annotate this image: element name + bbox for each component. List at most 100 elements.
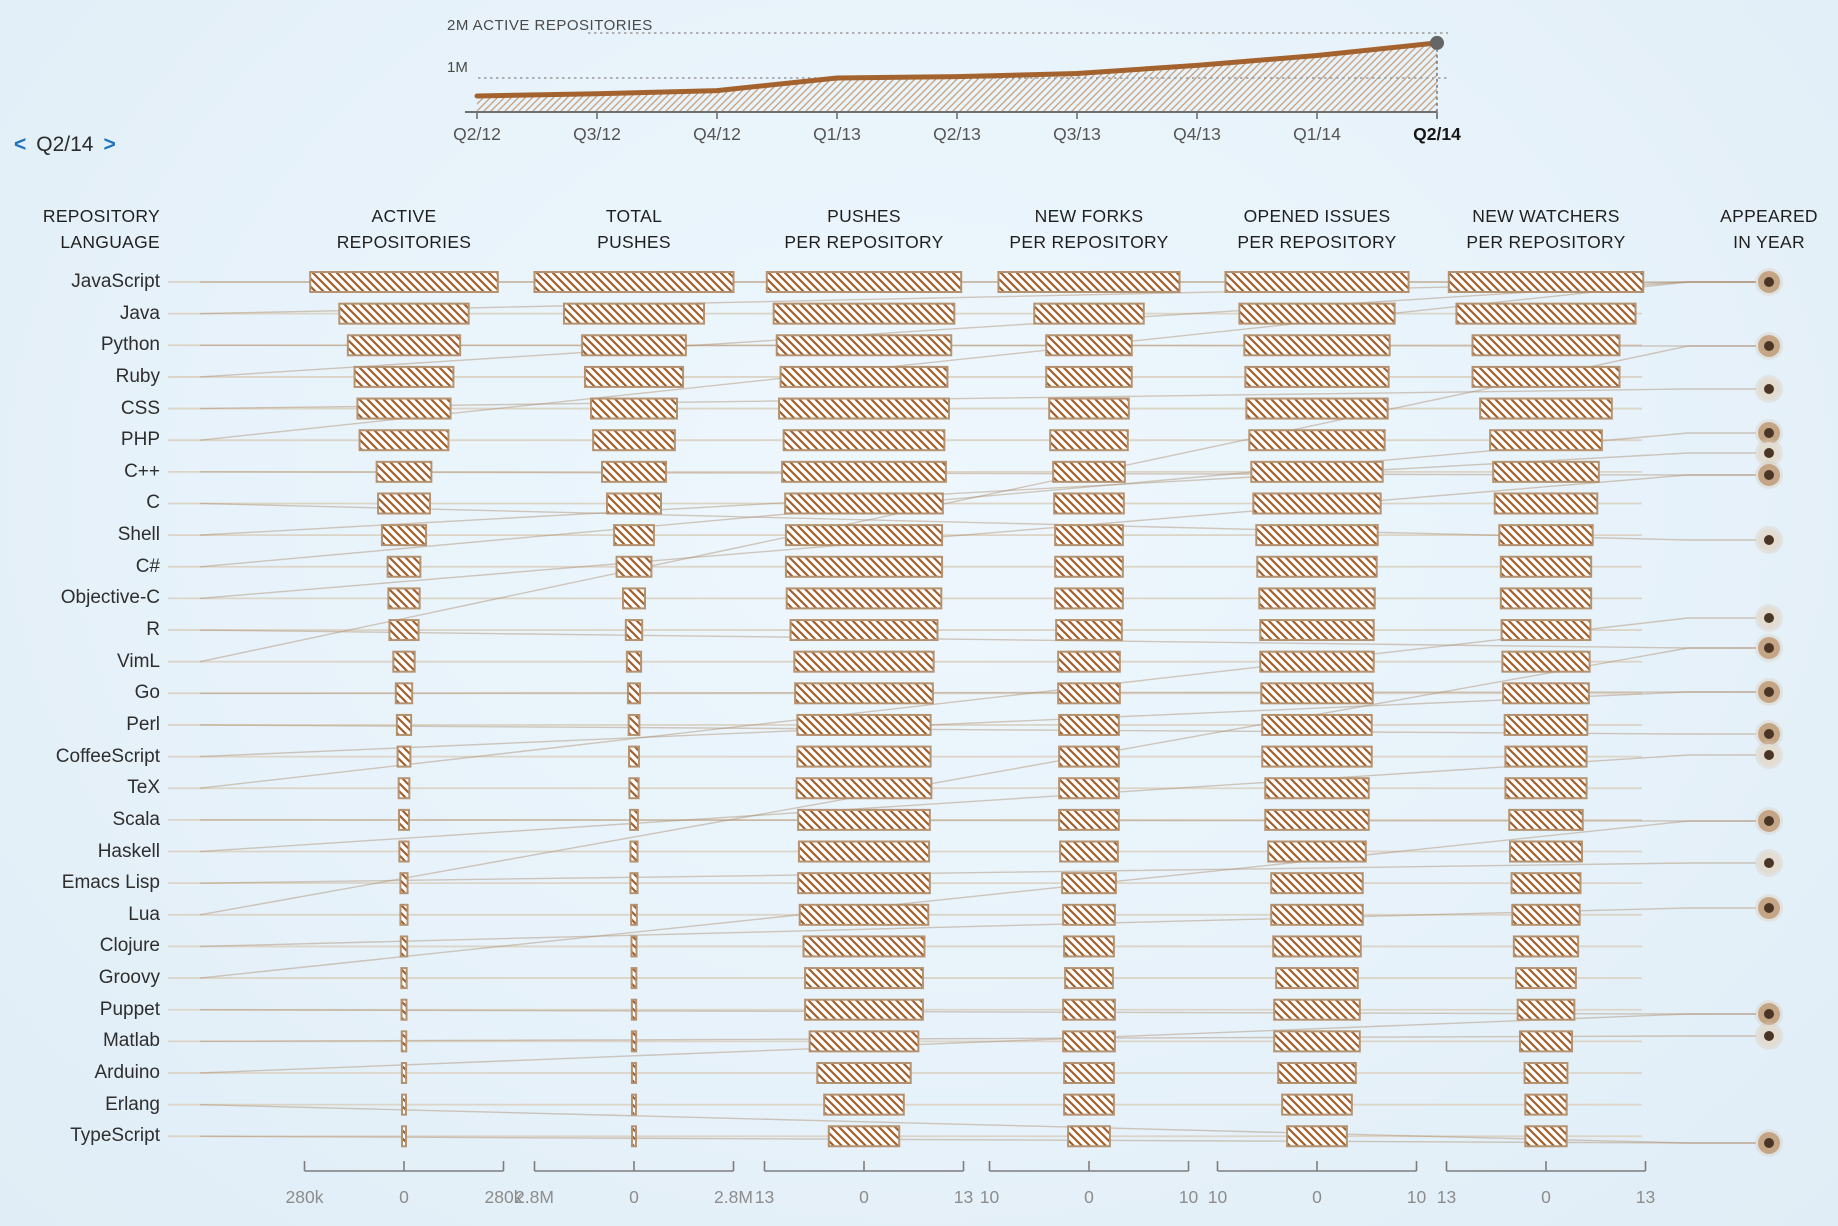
bar-total_pushes[interactable]: [630, 903, 638, 926]
bar-total_pushes[interactable]: [625, 650, 643, 673]
year-dot[interactable]: [1764, 428, 1774, 438]
bar-new_forks_per_repository[interactable]: [1052, 460, 1126, 483]
bar-active_repositories[interactable]: [394, 682, 414, 705]
bar-pushes_per_repository[interactable]: [781, 460, 947, 483]
bar-total_pushes[interactable]: [592, 429, 676, 452]
bar-opened_issues_per_repository[interactable]: [1272, 935, 1362, 958]
bar-new_watchers_per_repository[interactable]: [1510, 872, 1582, 895]
bar-opened_issues_per_repository[interactable]: [1260, 682, 1374, 705]
bar-pushes_per_repository[interactable]: [784, 492, 944, 515]
bar-active_repositories[interactable]: [386, 555, 422, 578]
bar-new_forks_per_repository[interactable]: [1067, 1125, 1111, 1148]
language-label[interactable]: Haskell: [97, 840, 160, 862]
bar-total_pushes[interactable]: [630, 1030, 638, 1053]
year-dot[interactable]: [1764, 903, 1774, 913]
bar-pushes_per_repository[interactable]: [804, 998, 924, 1021]
bar-new_watchers_per_repository[interactable]: [1479, 397, 1613, 420]
language-label[interactable]: Arduino: [94, 1062, 161, 1083]
language-label[interactable]: Emacs Lisp: [61, 872, 160, 894]
language-label[interactable]: Objective-C: [60, 587, 160, 609]
bar-total_pushes[interactable]: [630, 967, 638, 990]
language-label[interactable]: C#: [135, 555, 160, 577]
bar-total_pushes[interactable]: [615, 555, 653, 578]
language-label[interactable]: CSS: [120, 397, 160, 419]
bar-new_forks_per_repository[interactable]: [1062, 903, 1116, 926]
bar-new_watchers_per_repository[interactable]: [1471, 365, 1621, 388]
bar-opened_issues_per_repository[interactable]: [1267, 840, 1367, 863]
language-label[interactable]: C++: [124, 460, 160, 482]
bar-active_repositories[interactable]: [400, 967, 408, 990]
bar-new_watchers_per_repository[interactable]: [1504, 777, 1588, 800]
bar-pushes_per_repository[interactable]: [765, 271, 963, 293]
language-label[interactable]: C: [146, 492, 160, 514]
language-label[interactable]: Lua: [128, 903, 160, 925]
bar-opened_issues_per_repository[interactable]: [1264, 808, 1370, 831]
bar-new_watchers_per_repository[interactable]: [1524, 1093, 1568, 1116]
bar-new_forks_per_repository[interactable]: [1049, 429, 1129, 452]
bar-total_pushes[interactable]: [624, 619, 644, 642]
bar-opened_issues_per_repository[interactable]: [1281, 1093, 1353, 1116]
bar-new_watchers_per_repository[interactable]: [1499, 555, 1593, 578]
bar-active_repositories[interactable]: [377, 492, 431, 515]
language-label[interactable]: R: [146, 619, 160, 641]
bar-pushes_per_repository[interactable]: [795, 777, 933, 800]
bar-active_repositories[interactable]: [401, 1125, 407, 1148]
bar-active_repositories[interactable]: [387, 587, 421, 610]
bar-active_repositories[interactable]: [398, 840, 410, 863]
bar-opened_issues_per_repository[interactable]: [1286, 1125, 1348, 1148]
bar-total_pushes[interactable]: [629, 808, 639, 831]
bar-pushes_per_repository[interactable]: [782, 429, 946, 452]
bar-opened_issues_per_repository[interactable]: [1256, 555, 1378, 578]
bar-new_forks_per_repository[interactable]: [1053, 492, 1125, 515]
bar-new_watchers_per_repository[interactable]: [1447, 271, 1645, 293]
bar-new_watchers_per_repository[interactable]: [1515, 967, 1577, 990]
bar-pushes_per_repository[interactable]: [797, 808, 931, 831]
year-dot[interactable]: [1764, 341, 1774, 351]
year-dot[interactable]: [1764, 1009, 1774, 1019]
bar-new_forks_per_repository[interactable]: [1057, 650, 1121, 673]
year-dot[interactable]: [1764, 816, 1774, 826]
bar-opened_issues_per_repository[interactable]: [1252, 492, 1382, 515]
bar-active_repositories[interactable]: [375, 460, 433, 483]
prev-quarter-button[interactable]: <: [14, 133, 27, 156]
bar-opened_issues_per_repository[interactable]: [1261, 745, 1373, 768]
bar-new_forks_per_repository[interactable]: [1061, 872, 1117, 895]
language-label[interactable]: TeX: [127, 777, 160, 799]
bar-new_watchers_per_repository[interactable]: [1504, 745, 1588, 768]
language-label[interactable]: CoffeeScript: [55, 745, 160, 767]
bar-new_watchers_per_repository[interactable]: [1518, 1030, 1574, 1053]
language-label[interactable]: JavaScript: [71, 271, 160, 292]
bar-pushes_per_repository[interactable]: [798, 903, 930, 926]
bar-active_repositories[interactable]: [395, 713, 413, 736]
bar-opened_issues_per_repository[interactable]: [1250, 460, 1384, 483]
bar-total_pushes[interactable]: [629, 840, 639, 863]
bar-total_pushes[interactable]: [583, 365, 685, 388]
bar-total_pushes[interactable]: [621, 587, 647, 610]
language-label[interactable]: Python: [100, 334, 160, 356]
bar-new_forks_per_repository[interactable]: [1033, 302, 1145, 325]
bar-new_forks_per_repository[interactable]: [1058, 808, 1120, 831]
bar-new_forks_per_repository[interactable]: [1057, 682, 1121, 705]
bar-new_forks_per_repository[interactable]: [1054, 555, 1124, 578]
bar-pushes_per_repository[interactable]: [808, 1030, 920, 1053]
bar-total_pushes[interactable]: [629, 872, 639, 895]
bar-total_pushes[interactable]: [613, 524, 655, 547]
language-label[interactable]: Erlang: [105, 1093, 160, 1115]
bar-total_pushes[interactable]: [626, 682, 642, 705]
bar-active_repositories[interactable]: [356, 397, 452, 420]
bar-opened_issues_per_repository[interactable]: [1273, 1030, 1361, 1053]
bar-new_watchers_per_repository[interactable]: [1493, 492, 1599, 515]
bar-pushes_per_repository[interactable]: [784, 555, 944, 578]
bar-new_watchers_per_repository[interactable]: [1523, 1062, 1569, 1084]
language-label[interactable]: VimL: [117, 650, 160, 672]
bar-total_pushes[interactable]: [627, 713, 641, 736]
timeline-endpoint-dot[interactable]: [1430, 35, 1444, 50]
bar-new_forks_per_repository[interactable]: [1054, 524, 1124, 547]
bar-opened_issues_per_repository[interactable]: [1248, 429, 1386, 452]
bar-new_watchers_per_repository[interactable]: [1501, 650, 1591, 673]
year-dot[interactable]: [1764, 448, 1774, 458]
language-label[interactable]: Go: [134, 682, 160, 704]
language-label[interactable]: Java: [119, 302, 160, 324]
bar-pushes_per_repository[interactable]: [794, 682, 934, 705]
bar-pushes_per_repository[interactable]: [827, 1125, 901, 1148]
